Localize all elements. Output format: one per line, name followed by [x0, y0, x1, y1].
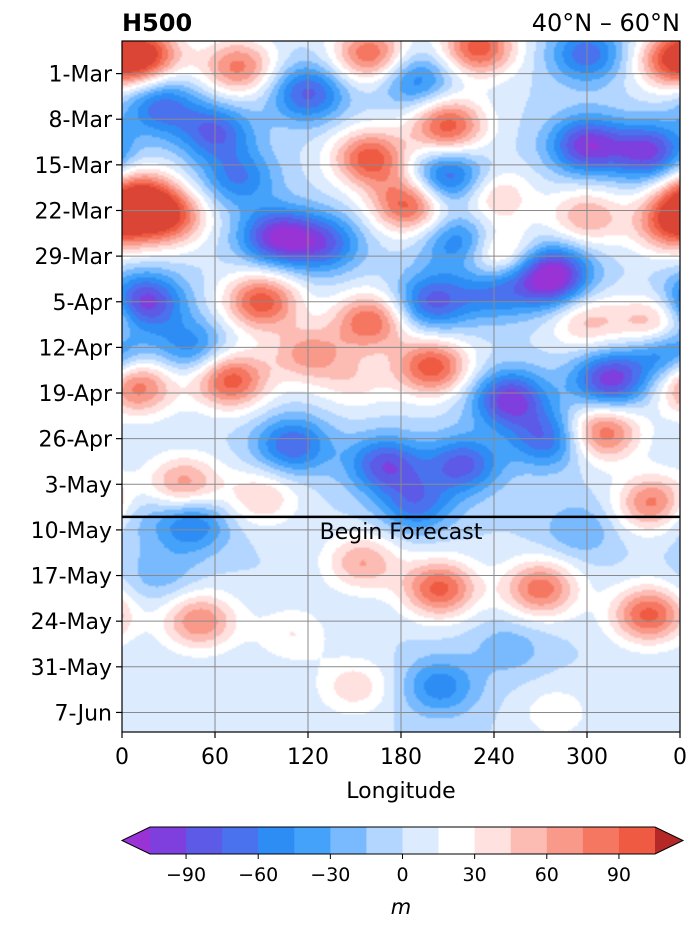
colorbar [120, 826, 685, 855]
chart-subtitle: 40°N – 60°N [532, 9, 680, 37]
grid [122, 41, 680, 732]
y-tick-label: 5-Apr [52, 291, 112, 316]
y-axis: 1-Mar 8-Mar 15-Mar 22-Mar 29-Mar 5-Apr 12-Apr 1… [31, 63, 122, 726]
y-tick-label: 29-Mar [35, 245, 113, 270]
y-tick-label: 3-May [45, 473, 112, 498]
x-tick-label: 60 [201, 745, 229, 770]
colorbar-tick-label: 60 [535, 864, 559, 886]
colorbar-segment [186, 827, 223, 854]
x-tick-label: 120 [287, 745, 329, 770]
colorbar-outline [120, 826, 685, 855]
colorbar-over-arrow [655, 827, 683, 854]
colorbar-segment [150, 827, 187, 854]
colorbar-segment [438, 827, 476, 854]
colorbar-segment [294, 827, 331, 854]
x-tick-label: 0 [673, 745, 687, 770]
x-tick-label: 300 [566, 745, 608, 770]
colorbar-segment [582, 827, 620, 854]
colorbar-tick-label: −90 [166, 864, 206, 886]
x-axis-label: Longitude [346, 779, 455, 804]
colorbar-segment [258, 827, 295, 854]
x-tick-label: 180 [380, 745, 422, 770]
colorbar-label: m [391, 895, 411, 919]
x-tick-label: 0 [115, 745, 129, 770]
plot-area: Begin Forecast [121, 40, 681, 733]
colorbar-tick-label: 30 [463, 864, 487, 886]
colorbar-tick-label: 0 [396, 864, 408, 886]
forecast-annotation: Begin Forecast [320, 520, 483, 545]
colorbar-segment [474, 827, 512, 854]
x-tick-label: 240 [473, 745, 515, 770]
colorbar-segment [330, 827, 367, 854]
y-tick-label: 7-Jun [54, 701, 112, 726]
x-axis: 0 60 120 180 240 300 0 [115, 732, 687, 770]
y-tick-label: 8-Mar [49, 108, 113, 133]
y-tick-label: 24-May [31, 610, 112, 635]
colorbar-ticks: −90 −60 −30 0 30 60 90 [166, 854, 631, 886]
colorbar-tick-label: 90 [607, 864, 631, 886]
y-tick-label: 15-Mar [35, 154, 113, 179]
colorbar-segment [546, 827, 584, 854]
y-tick-label: 10-May [31, 519, 112, 544]
colorbar-segment [222, 827, 259, 854]
y-tick-label: 31-May [31, 656, 112, 681]
y-tick-label: 26-Apr [38, 428, 112, 453]
y-tick-label: 19-Apr [38, 382, 112, 407]
colorbar-segment [510, 827, 548, 854]
y-tick-label: 17-May [31, 565, 112, 590]
colorbar-tick-label: −30 [310, 864, 350, 886]
y-tick-label: 12-Apr [38, 336, 112, 361]
y-tick-label: 1-Mar [49, 63, 113, 88]
colorbar-segment [402, 827, 440, 854]
chart-title: H500 [122, 9, 192, 37]
colorbar-segment [366, 827, 403, 854]
colorbar-tick-label: −60 [238, 864, 278, 886]
colorbar-segment [618, 827, 656, 854]
colorbar-under-arrow [122, 827, 150, 854]
y-tick-label: 22-Mar [35, 199, 113, 224]
